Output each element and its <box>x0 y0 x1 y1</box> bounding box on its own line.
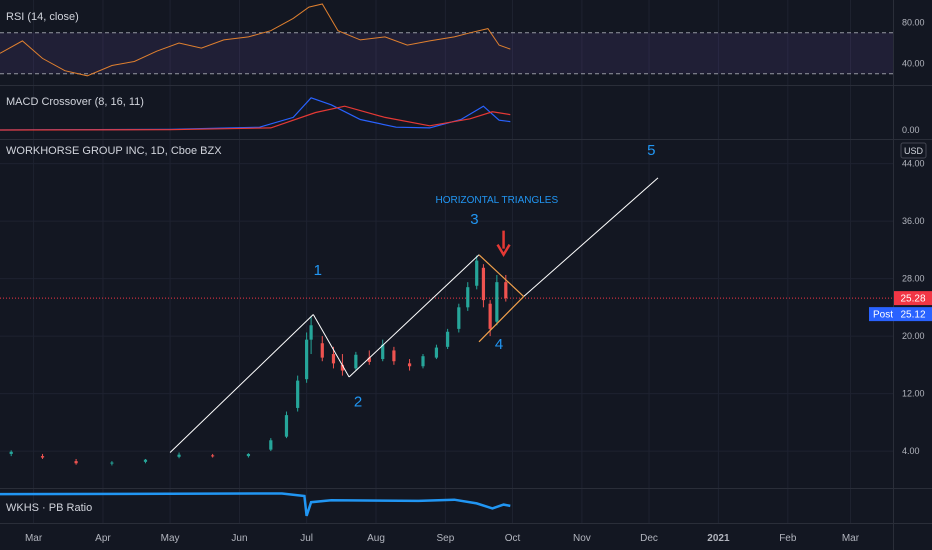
candle-body <box>320 343 324 358</box>
price-tick-label: 44.00 <box>902 159 925 169</box>
macd-title: MACD Crossover (8, 16, 11) <box>6 96 144 108</box>
price-badges: 25.28 Post 25.12 <box>869 291 932 322</box>
candle-body <box>392 350 396 362</box>
candle-body <box>305 339 309 380</box>
candle-body <box>296 380 300 408</box>
rsi-tick-label: 40.00 <box>902 59 925 69</box>
month-tick-label: Oct <box>505 533 521 544</box>
wave-segment <box>523 177 659 297</box>
candle-body <box>488 303 492 329</box>
macd-axis-ticks: 0.00 <box>902 125 920 135</box>
candle-body <box>466 287 470 308</box>
candle-body <box>143 459 148 462</box>
candles <box>9 255 508 466</box>
month-tick-label: Nov <box>573 533 591 544</box>
currency-badge[interactable] <box>900 142 927 159</box>
candle-body <box>269 440 273 450</box>
price-title: WORKHORSE GROUP INC, 1D, Cboe BZX <box>6 145 222 157</box>
month-tick-label: Sep <box>436 533 454 544</box>
wave-segment <box>312 314 350 378</box>
price-panel[interactable]: 1 2 3 4 5 HORIZONTAL TRIANGLES WORKHORSE GROU… <box>0 142 932 466</box>
post-price-value: 25.12 <box>900 310 925 321</box>
candle-body <box>246 453 251 457</box>
candle-body <box>407 363 412 367</box>
pb-ratio-title: WKHS · PB Ratio <box>6 502 92 514</box>
candle-body <box>309 325 313 340</box>
candle-body <box>177 454 181 457</box>
month-tick-label: Mar <box>25 533 43 544</box>
price-tick-label: 20.00 <box>902 331 925 341</box>
rsi-band <box>0 32 893 74</box>
last-price-value: 25.28 <box>900 294 925 305</box>
candle-body <box>284 415 289 437</box>
candle-body <box>381 344 385 360</box>
candle-body <box>9 451 13 454</box>
candle-body <box>434 347 439 358</box>
candle-body <box>446 331 450 347</box>
candle-body <box>504 282 508 299</box>
rsi-line <box>0 3 511 77</box>
macd-tick-label: 0.00 <box>902 125 920 135</box>
month-tick-label: Mar <box>842 533 860 544</box>
price-tick-label: 4.00 <box>902 446 920 456</box>
month-tick-label: Feb <box>779 533 797 544</box>
price-axis-ticks: 44.00 36.00 28.00 20.00 12.00 4.00 <box>902 159 925 457</box>
candle-body <box>110 462 114 464</box>
macd-panel[interactable]: MACD Crossover (8, 16, 11) 0.00 <box>0 96 920 135</box>
pb-ratio-panel[interactable]: WKHS · PB Ratio <box>0 492 511 517</box>
month-tick-label: Jul <box>300 533 313 544</box>
rsi-title: RSI (14, close) <box>6 11 79 23</box>
month-tick-label: Aug <box>367 533 385 544</box>
candle-body <box>74 461 78 464</box>
candle-body <box>475 260 479 286</box>
wave-label-3: 3 <box>470 211 478 228</box>
time-axis[interactable]: Mar Apr May Jun Jul Aug Sep Oct Nov Dec 2021 Feb Mar <box>25 533 860 544</box>
price-tick-label: 12.00 <box>902 389 925 399</box>
candle-body <box>481 267 486 301</box>
wave-label-2: 2 <box>354 394 362 411</box>
last-price-badge <box>894 291 932 306</box>
currency-label: USD <box>904 146 924 156</box>
post-label: Post <box>873 310 893 321</box>
candle-body <box>367 357 371 362</box>
triangle-pattern <box>478 254 525 343</box>
down-arrow-icon <box>496 243 511 258</box>
pb-ratio-line <box>0 492 511 517</box>
rsi-panel[interactable]: RSI (14, close) 80.00 40.00 <box>0 3 925 77</box>
price-tick-label: 36.00 <box>902 216 925 226</box>
price-tick-label: 28.00 <box>902 274 925 284</box>
candle-body <box>40 456 45 458</box>
month-tick-label: 2021 <box>707 533 730 544</box>
month-tick-label: Jun <box>231 533 247 544</box>
candle-body <box>354 354 358 369</box>
candle-body <box>421 356 425 367</box>
candle-body <box>331 354 336 364</box>
annotations: 1 2 3 4 5 HORIZONTAL TRIANGLES <box>169 142 659 453</box>
month-tick-label: Dec <box>640 533 658 544</box>
candle-body <box>457 307 461 329</box>
wave-label-5: 5 <box>647 142 655 159</box>
rsi-axis-ticks: 80.00 40.00 <box>902 18 925 69</box>
wave-segment <box>348 254 480 378</box>
triangle-annotation-text: HORIZONTAL TRIANGLES <box>436 195 559 206</box>
signal-line <box>0 105 511 131</box>
rsi-tick-label: 80.00 <box>902 18 925 28</box>
post-price-badge <box>869 307 932 322</box>
candle-body <box>495 282 499 322</box>
macd-line <box>0 97 511 131</box>
candle-body <box>211 455 215 457</box>
month-tick-label: May <box>161 533 180 544</box>
month-tick-label: Apr <box>95 533 111 544</box>
wave-label-4: 4 <box>495 336 503 353</box>
candle-body <box>340 364 345 371</box>
wave-label-1: 1 <box>314 262 322 279</box>
wave-segment <box>169 314 314 453</box>
